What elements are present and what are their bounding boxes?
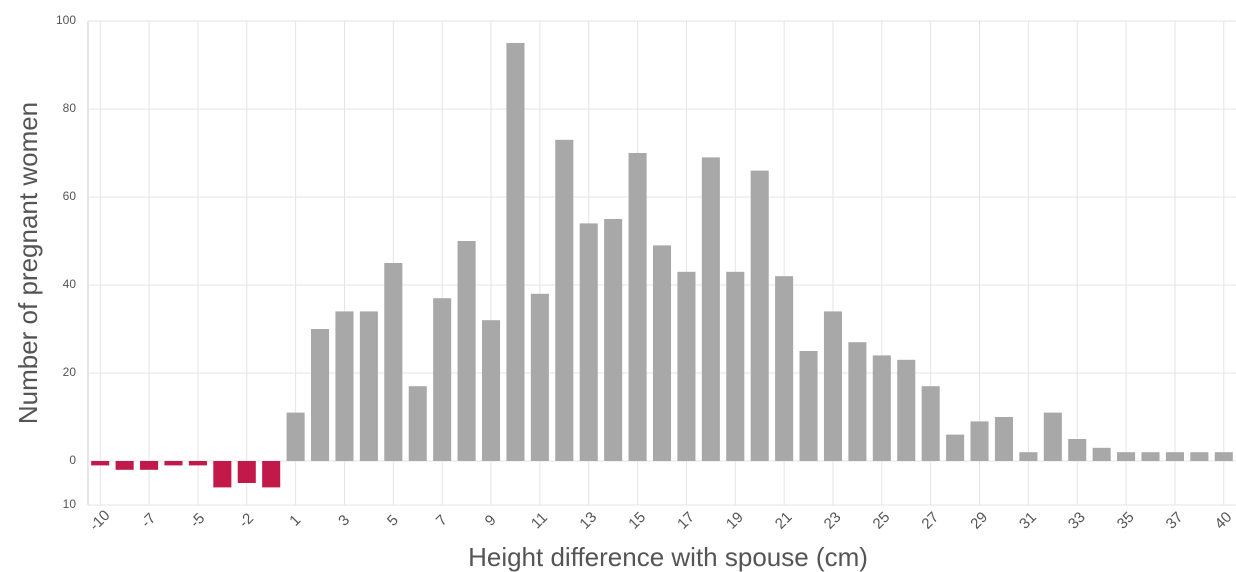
bar — [237, 461, 256, 483]
bar — [872, 355, 891, 461]
bar — [701, 157, 720, 461]
x-tick-label: 27 — [918, 509, 942, 533]
bar — [677, 271, 696, 461]
x-tick-label: 29 — [967, 509, 991, 533]
bar — [481, 320, 501, 461]
bar — [1068, 439, 1087, 461]
bar — [1043, 412, 1062, 461]
bar — [311, 329, 330, 461]
y-tick-label: 10 — [63, 497, 77, 511]
bar — [384, 263, 403, 461]
bar — [530, 293, 549, 461]
bar — [628, 153, 647, 461]
bar — [848, 342, 867, 461]
x-tick-label: -2 — [236, 510, 257, 531]
y-tick-label: 20 — [63, 365, 77, 379]
bar — [433, 298, 452, 461]
x-tick-label: 13 — [576, 509, 600, 533]
x-tick-label: 5 — [384, 512, 402, 530]
bar — [579, 223, 598, 461]
bar — [1165, 452, 1184, 461]
x-tick-label: 37 — [1163, 509, 1187, 533]
x-tick-label: 1 — [286, 512, 304, 530]
bar — [994, 417, 1013, 461]
bar — [823, 311, 843, 461]
bar — [1214, 452, 1233, 461]
bar — [140, 461, 159, 470]
x-tick-label: -10 — [86, 507, 113, 534]
bar — [946, 434, 965, 461]
x-tick-label: 31 — [1016, 509, 1040, 533]
bar — [970, 421, 989, 461]
bar — [115, 461, 134, 470]
x-tick-label: 11 — [528, 509, 551, 532]
x-tick-label: 15 — [625, 509, 649, 533]
bar — [1190, 452, 1209, 461]
x-tick-label: -7 — [138, 510, 159, 531]
x-tick-label: -5 — [187, 510, 208, 531]
bar — [506, 43, 525, 461]
y-tick-label: 100 — [56, 13, 76, 27]
bar — [457, 241, 476, 461]
bar — [726, 271, 745, 461]
bar — [262, 461, 281, 488]
bar — [652, 245, 672, 461]
bar — [775, 276, 794, 461]
y-tick-label: 80 — [63, 101, 77, 115]
x-tick-label: 19 — [723, 509, 747, 533]
x-tick-label: 35 — [1114, 509, 1138, 533]
bar — [286, 412, 305, 461]
bar — [604, 219, 623, 461]
y-tick-label: 0 — [69, 453, 76, 467]
bar — [750, 170, 769, 461]
bar — [1092, 447, 1111, 461]
x-tick-label: 7 — [433, 512, 451, 530]
bar — [921, 386, 940, 461]
y-tick-label: 40 — [63, 277, 77, 291]
bar — [799, 351, 818, 461]
x-tick-label: 21 — [772, 509, 796, 533]
bar — [213, 461, 232, 488]
x-tick-label: 33 — [1065, 509, 1089, 533]
bar — [335, 311, 354, 461]
x-tick-label: 9 — [482, 512, 500, 530]
bar — [164, 461, 183, 466]
bar — [897, 359, 916, 461]
bar — [408, 386, 427, 461]
bar — [1117, 452, 1136, 461]
x-tick-label: 25 — [870, 509, 894, 533]
bar — [91, 461, 110, 466]
x-tick-label: 17 — [674, 509, 698, 533]
y-tick-label: 60 — [63, 189, 77, 203]
y-axis-title: Number of pregnant women — [13, 102, 43, 424]
bar — [1141, 452, 1160, 461]
bar — [359, 311, 378, 461]
x-tick-label: 3 — [335, 512, 353, 530]
bar — [188, 461, 207, 466]
bar — [1019, 452, 1038, 461]
bar — [555, 139, 574, 462]
x-axis-title: Height difference with spouse (cm) — [468, 542, 868, 572]
x-tick-label: 40 — [1212, 509, 1236, 533]
x-tick-label: 23 — [821, 509, 845, 533]
